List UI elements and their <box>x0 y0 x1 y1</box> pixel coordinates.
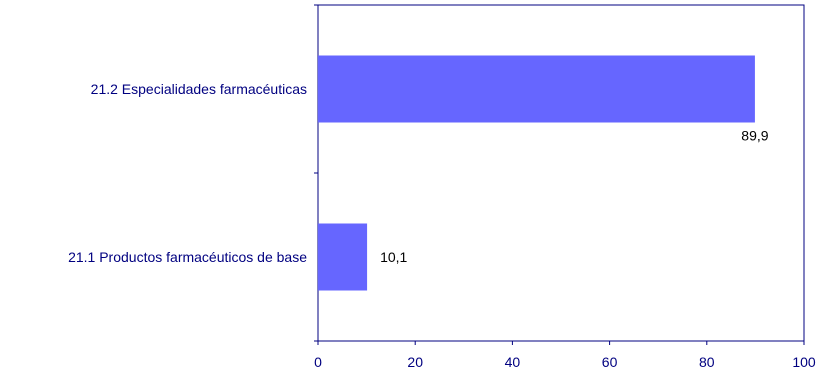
tick-labels-group: 0 20 40 60 80 100 <box>314 354 816 370</box>
x-tick-label-2: 40 <box>505 354 521 370</box>
category-label-2: 21.2 Especialidades farmacéuticas <box>91 81 307 97</box>
plot-area-frame <box>317 4 805 342</box>
bar-1 <box>318 223 368 291</box>
x-tick-label-4: 80 <box>699 354 715 370</box>
value-label-1: 10,1 <box>380 249 407 265</box>
category-labels-group: 21.1 Productos farmacéuticos de base 21.2… <box>68 81 307 265</box>
x-tick-label-3: 60 <box>602 354 618 370</box>
axis-ticks-group <box>314 4 805 345</box>
x-tick-label-0: 0 <box>314 354 322 370</box>
bars-group <box>318 55 755 291</box>
value-labels-group: 10,1 89,9 <box>380 128 769 266</box>
category-label-1: 21.1 Productos farmacéuticos de base <box>68 249 307 265</box>
x-tick-label-5: 100 <box>792 354 816 370</box>
bar-2 <box>318 55 755 123</box>
x-tick-label-1: 20 <box>407 354 423 370</box>
value-label-2: 89,9 <box>741 128 768 144</box>
